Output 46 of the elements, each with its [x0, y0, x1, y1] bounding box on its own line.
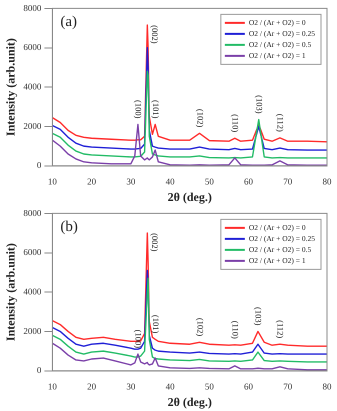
x-tick-label: 50	[204, 176, 214, 187]
y-tick-label: 4000	[23, 81, 42, 92]
annotation: (112)	[276, 114, 286, 132]
annotation: (110)	[230, 320, 241, 339]
x-tick-label: 30	[126, 382, 136, 392]
x-tick-label: 20	[87, 382, 97, 392]
annotation: (102)	[195, 318, 206, 336]
y-tick-label: 4000	[23, 286, 42, 296]
y-tick-label: 2000	[23, 326, 42, 336]
annotation: (102)	[195, 108, 206, 128]
y-tick-label: 0	[36, 365, 42, 376]
annotation: (101)	[150, 100, 161, 119]
y-tick-label: 8000	[23, 208, 42, 218]
x-axis-title: 2θ (deg.)	[168, 394, 212, 409]
annotation: (002)	[150, 25, 160, 44]
x-tick-label: 50	[204, 382, 214, 392]
y-tick-label: 0	[36, 160, 42, 170]
annotation: (a)	[60, 14, 78, 30]
y-tick-label: 6000	[23, 247, 42, 258]
y-tick-label: 6000	[23, 42, 42, 52]
x-tick-label: 40	[166, 176, 176, 187]
annotation: (100)	[134, 330, 144, 348]
annotation: (100)	[134, 100, 144, 119]
x-tick-label: 20	[87, 176, 97, 187]
annotation: (002)	[150, 233, 160, 252]
annotation: (112)	[276, 320, 286, 338]
x-tick-label: 80	[322, 382, 332, 392]
x-tick-label: 60	[244, 176, 254, 187]
y-axis-title: Intensity (arb.unit)	[3, 243, 18, 342]
annotation: (101)	[150, 314, 161, 334]
annotation: (103)	[254, 307, 264, 326]
x-tick-label: 60	[244, 382, 254, 392]
y-tick-label: 2000	[23, 120, 42, 131]
x-tick-label: 40	[166, 382, 176, 392]
x-tick-label: 70	[283, 176, 293, 187]
x-axis-title: 2θ (deg.)	[168, 190, 212, 204]
annotation: (b)	[60, 218, 78, 235]
x-tick-label: 10	[48, 382, 58, 392]
x-tick-label: 30	[126, 176, 136, 187]
x-tick-label: 70	[283, 382, 293, 392]
annotation: (110)	[230, 114, 241, 132]
annotation: (103)	[254, 95, 265, 114]
x-tick-label: 80	[322, 176, 332, 187]
y-tick-label: 8000	[23, 2, 42, 13]
y-axis-title: Intensity (arb.unit)	[3, 38, 18, 136]
x-tick-label: 10	[48, 176, 58, 187]
